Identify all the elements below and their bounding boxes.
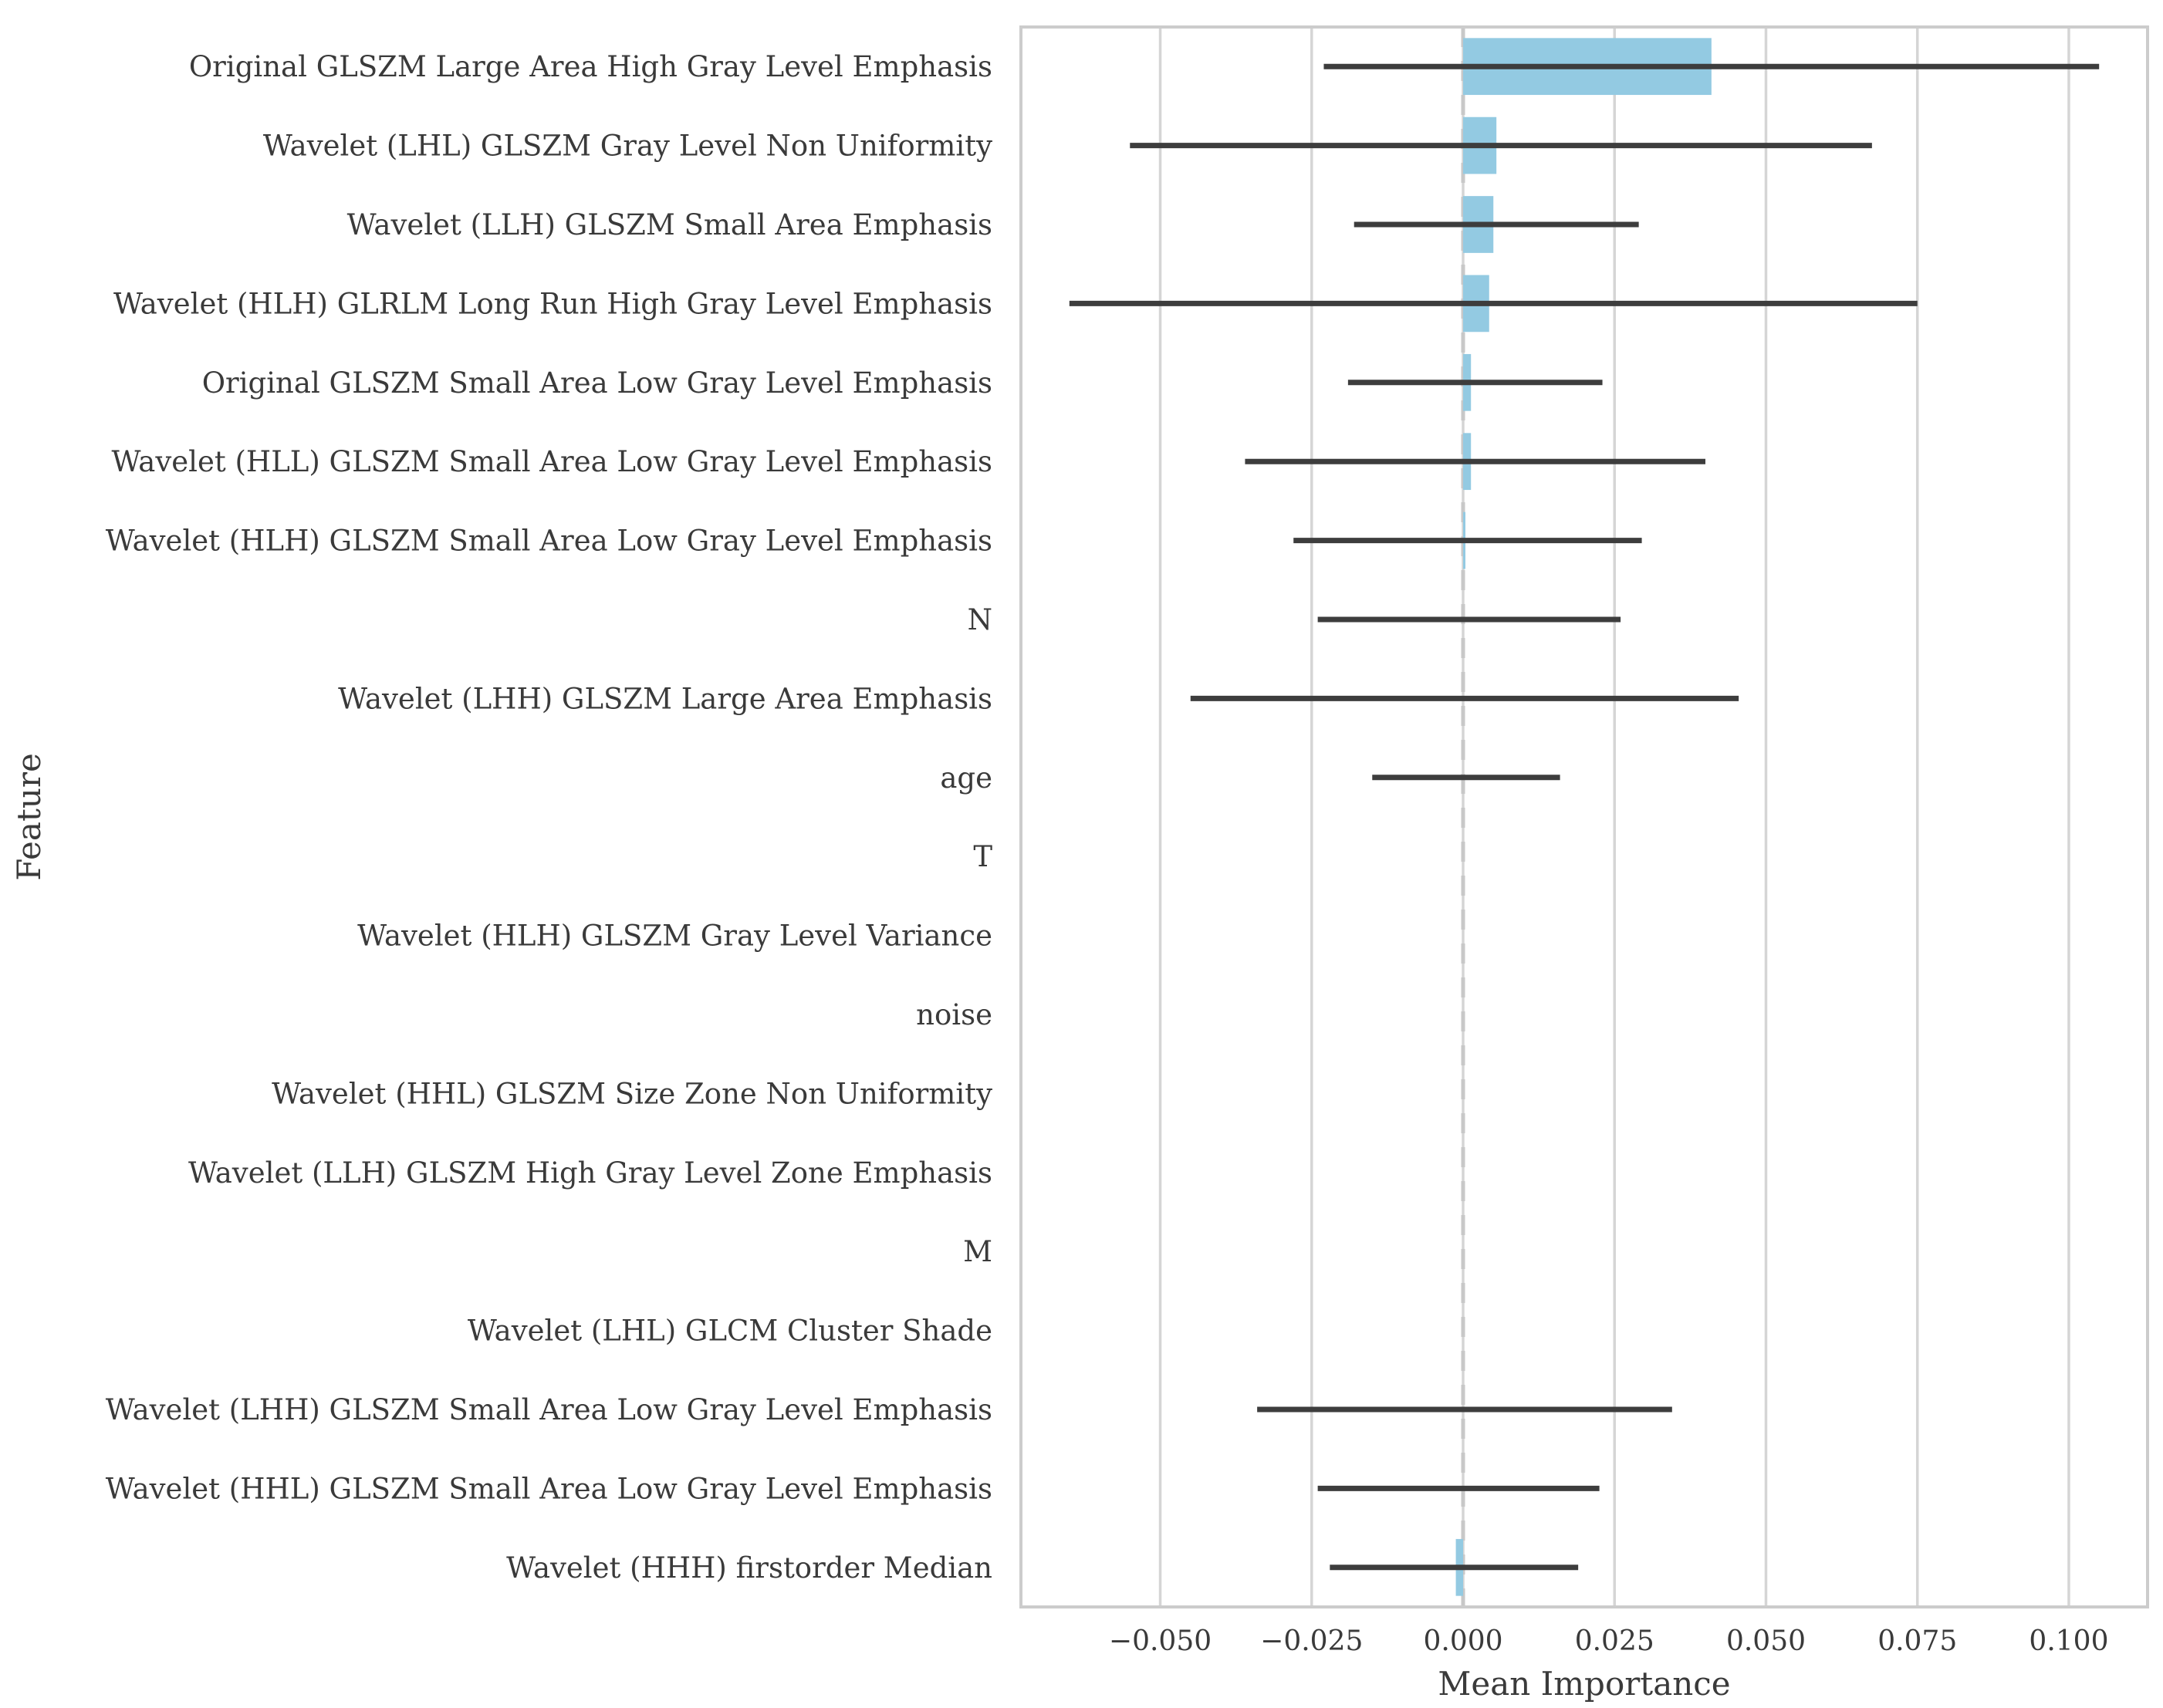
feature-label: age xyxy=(940,761,992,795)
feature-label: Wavelet (LHH) GLSZM Small Area Low Gray … xyxy=(106,1393,992,1426)
feature-label: Wavelet (LLH) GLSZM High Gray Level Zone… xyxy=(188,1156,992,1190)
feature-label: Wavelet (LHL) GLCM Cluster Shade xyxy=(468,1315,992,1348)
feature-label: Wavelet (HHH) firstorder Median xyxy=(506,1551,992,1585)
feature-label: Wavelet (LHL) GLSZM Gray Level Non Unifo… xyxy=(263,130,992,163)
feature-label: Wavelet (HLH) GLRLM Long Run High Gray L… xyxy=(113,287,992,320)
feature-label: M xyxy=(963,1235,992,1268)
x-tick-label: 0.100 xyxy=(2029,1625,2108,1657)
feature-label: Wavelet (HLH) GLSZM Gray Level Variance xyxy=(357,920,992,953)
feature-label: Wavelet (HLH) GLSZM Small Area Low Gray … xyxy=(106,525,992,558)
x-tick-label: 0.000 xyxy=(1423,1625,1502,1657)
feature-label: Wavelet (HLL) GLSZM Small Area Low Gray … xyxy=(111,445,992,478)
feature-label: Wavelet (HHL) GLSZM Small Area Low Gray … xyxy=(106,1472,992,1505)
feature-label: N xyxy=(968,603,992,636)
x-tick-label: 0.050 xyxy=(1726,1625,1806,1657)
feature-label: Original GLSZM Small Area Low Gray Level… xyxy=(202,366,992,400)
x-tick-label: −0.050 xyxy=(1109,1625,1212,1657)
y-tick-labels: Original GLSZM Large Area High Gray Leve… xyxy=(106,50,993,1585)
plot-frame xyxy=(1019,25,2149,1608)
feature-label: Wavelet (LHH) GLSZM Large Area Emphasis xyxy=(338,682,992,715)
x-tick-labels: −0.050 −0.025 0.000 0.025 0.050 0.075 0.100 xyxy=(1109,1625,2109,1657)
feature-label: noise xyxy=(916,998,992,1031)
feature-label: Wavelet (HHL) GLSZM Size Zone Non Unifor… xyxy=(272,1077,992,1110)
x-tick-label: −0.025 xyxy=(1260,1625,1363,1657)
error-bars-layer xyxy=(1069,63,2100,1571)
feature-label: Original GLSZM Large Area High Gray Leve… xyxy=(189,50,992,83)
x-tick-label: 0.075 xyxy=(1877,1625,1957,1657)
feature-label: T xyxy=(973,840,992,873)
feature-label: Wavelet (LLH) GLSZM Small Area Emphasis xyxy=(347,208,992,241)
x-axis-title: Mean Importance xyxy=(1438,1665,1730,1703)
x-tick-label: 0.025 xyxy=(1575,1625,1654,1657)
y-axis-title: Feature xyxy=(10,753,48,881)
